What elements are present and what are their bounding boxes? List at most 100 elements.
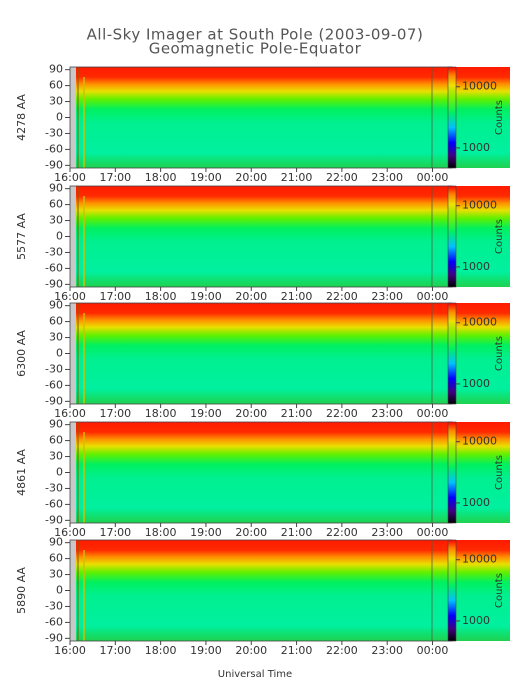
x-tick-label: 17:00 [99,526,131,539]
panel: 4278 AA -90 -60 -30 0 30 60 90 16:00 17:00 18:00 19… [15,63,510,184]
y-tick-label: 90 [49,299,63,312]
y-tick-label: 0 [56,111,63,124]
panel: 5577 AA -90 -60 -30 0 30 60 90 16:00 17:00 18:00 19… [15,182,510,303]
x-tick-label: 21:00 [281,171,313,184]
y-tick-label: 90 [49,182,63,195]
x-tick-label: 22:00 [326,290,358,303]
x-tick-label: 23:00 [371,526,403,539]
no-data-strip [70,67,76,168]
y-tick-label: -90 [45,158,63,171]
y-tick-label: -30 [45,362,63,375]
y-tick-label: 0 [56,466,63,479]
y-tick-label: -30 [45,245,63,258]
y-tick-label: -30 [45,126,63,139]
y-tick-label: 30 [49,95,63,108]
x-tick-label: 19:00 [190,290,222,303]
x-tick-label: 23:00 [371,407,403,420]
y-tick-label: 60 [49,552,63,565]
x-tick-label: 19:00 [190,407,222,420]
x-tick-label: 19:00 [190,526,222,539]
x-tick-label: 17:00 [99,644,131,657]
y-tick-label: -90 [45,277,63,290]
colorbar [447,66,457,169]
no-data-strip [70,303,76,404]
x-tick-label: 18:00 [145,407,177,420]
y-tick-label: -90 [45,513,63,526]
x-tick-label: 23:00 [371,290,403,303]
colorbar-tick-label: 10000 [462,199,497,212]
y-tick-label: -60 [45,615,63,628]
no-data-strip [70,422,76,523]
colorbar-tick-label: 1000 [462,141,490,154]
colorbar-tick-label: 1000 [462,260,490,273]
x-tick-label: 17:00 [99,171,131,184]
x-tick-label: 00:00 [417,171,449,184]
y-tick-label: -60 [45,142,63,155]
x-tick-label: 20:00 [235,526,267,539]
x-tick-label: 22:00 [326,526,358,539]
x-tick-label: 19:00 [190,171,222,184]
colorbar-tick-label: 10000 [462,80,497,93]
x-tick-label: 16:00 [54,526,86,539]
x-tick-label: 18:00 [145,290,177,303]
y-tick-label: 60 [49,315,63,328]
colorbar-label: Counts [494,573,505,608]
x-tick-label: 20:00 [235,290,267,303]
x-tick-label: 20:00 [235,644,267,657]
colorbar [447,539,457,642]
colorbar-label: Counts [494,455,505,490]
x-tick-label: 00:00 [417,290,449,303]
x-tick-label: 16:00 [54,290,86,303]
x-tick-label: 16:00 [54,171,86,184]
y-tick-label: 90 [49,536,63,549]
x-tick-label: 20:00 [235,407,267,420]
panel: 6300 AA -90 -60 -30 0 30 60 90 16:00 17:00 18:00 19… [15,299,510,420]
x-tick-label: 22:00 [326,171,358,184]
x-tick-label: 19:00 [190,644,222,657]
colorbar [447,421,457,524]
y-tick-label: 60 [49,434,63,447]
x-tick-label: 23:00 [371,171,403,184]
y-tick-label: -30 [45,599,63,612]
x-tick-label: 21:00 [281,526,313,539]
y-tick-label: 30 [49,450,63,463]
y-axis-label: 6300 AA [15,330,28,377]
x-tick-label: 00:00 [417,407,449,420]
y-tick-label: 30 [49,214,63,227]
heatmap-image [70,186,510,287]
heatmap-image [70,303,510,404]
y-tick-label: 90 [49,418,63,431]
y-tick-label: -90 [45,394,63,407]
colorbar-tick-label: 1000 [462,614,490,627]
x-tick-label: 16:00 [54,407,86,420]
y-axis-label: 5577 AA [15,213,28,260]
colorbar-label: Counts [494,100,505,135]
x-tick-label: 00:00 [417,526,449,539]
y-tick-label: 30 [49,331,63,344]
colorbar-label: Counts [494,219,505,254]
panel: 5890 AA -90 -60 -30 0 30 60 90 16:00 17:00 18:00 19… [15,536,510,657]
y-tick-label: 30 [49,568,63,581]
panel: 4861 AA -90 -60 -30 0 30 60 90 16:00 17:00 18:00 19… [15,418,510,539]
y-tick-label: 0 [56,230,63,243]
y-tick-label: -30 [45,481,63,494]
heatmap-image [70,540,510,641]
y-tick-label: 0 [56,347,63,360]
colorbar-tick-label: 10000 [462,316,497,329]
x-axis-label: Universal Time [218,669,292,680]
y-tick-label: -60 [45,497,63,510]
chart-subtitle: Geomagnetic Pole-Equator [149,40,362,58]
y-tick-label: 60 [49,198,63,211]
x-tick-label: 17:00 [99,407,131,420]
x-tick-label: 22:00 [326,644,358,657]
colorbar [447,302,457,405]
x-tick-label: 21:00 [281,407,313,420]
heatmap-image [70,422,510,523]
x-tick-label: 18:00 [145,526,177,539]
y-tick-label: -60 [45,261,63,274]
x-tick-label: 18:00 [145,171,177,184]
x-tick-label: 22:00 [326,407,358,420]
y-tick-label: -90 [45,631,63,644]
colorbar-tick-label: 10000 [462,553,497,566]
